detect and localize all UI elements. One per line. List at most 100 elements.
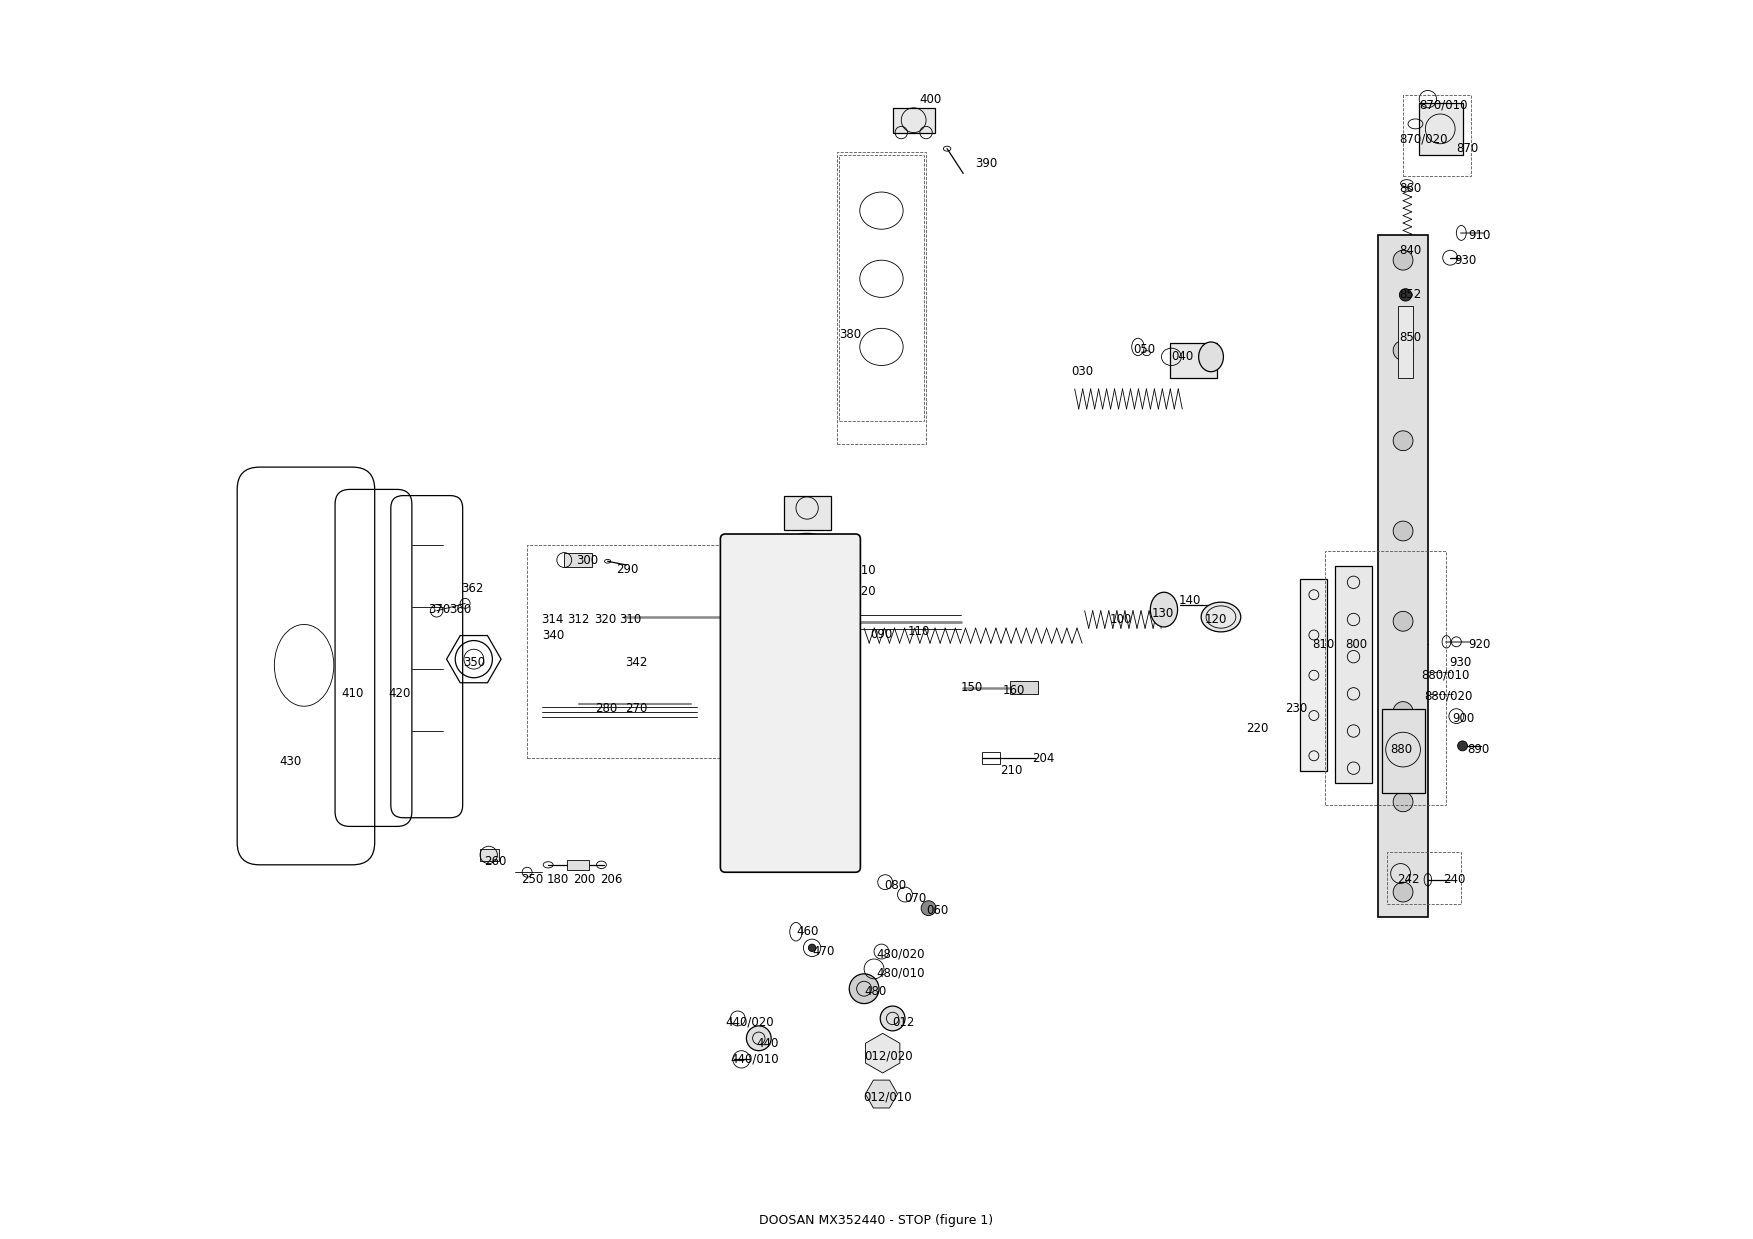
Bar xyxy=(836,152,926,444)
Text: 880: 880 xyxy=(1390,743,1413,756)
Text: 360: 360 xyxy=(449,603,472,616)
Text: 022: 022 xyxy=(752,554,775,566)
Circle shape xyxy=(848,974,878,1004)
Circle shape xyxy=(1394,250,1413,270)
Text: 250: 250 xyxy=(521,873,543,886)
Text: 310: 310 xyxy=(619,613,642,626)
Text: 870/020: 870/020 xyxy=(1399,133,1448,145)
Text: 030: 030 xyxy=(1071,366,1094,378)
Bar xyxy=(1171,343,1217,378)
Text: 012: 012 xyxy=(892,1016,915,1028)
Text: 090: 090 xyxy=(869,628,892,641)
Text: 410: 410 xyxy=(342,688,363,700)
Text: 050: 050 xyxy=(1132,343,1155,356)
Bar xyxy=(480,849,498,861)
Text: 930: 930 xyxy=(1450,657,1471,669)
Bar xyxy=(1010,681,1038,694)
Text: 910: 910 xyxy=(1469,229,1492,242)
Bar xyxy=(1420,103,1462,155)
Text: 110: 110 xyxy=(908,626,929,638)
Bar xyxy=(564,553,591,567)
Circle shape xyxy=(756,753,785,783)
Text: 230: 230 xyxy=(1285,703,1308,715)
Circle shape xyxy=(1394,522,1413,541)
Text: 160: 160 xyxy=(1003,684,1026,696)
Circle shape xyxy=(808,944,815,952)
Text: 380: 380 xyxy=(840,328,861,341)
Text: 300: 300 xyxy=(577,554,600,566)
Bar xyxy=(1399,306,1413,378)
Ellipse shape xyxy=(1199,342,1224,372)
Text: 180: 180 xyxy=(547,873,570,886)
Circle shape xyxy=(1394,431,1413,451)
Bar xyxy=(1301,579,1327,771)
Circle shape xyxy=(756,629,785,659)
Circle shape xyxy=(880,1006,905,1031)
Text: 870: 870 xyxy=(1457,142,1478,155)
Text: 430: 430 xyxy=(279,756,302,768)
Text: 480: 480 xyxy=(864,985,887,997)
Circle shape xyxy=(920,901,936,916)
Text: 012/010: 012/010 xyxy=(862,1090,912,1103)
Text: 440/010: 440/010 xyxy=(731,1053,778,1066)
Text: 130: 130 xyxy=(1152,607,1175,620)
Bar xyxy=(1387,852,1462,904)
Text: 470: 470 xyxy=(812,945,834,958)
Bar xyxy=(840,155,924,421)
Text: 440/020: 440/020 xyxy=(726,1016,775,1028)
Text: 480/020: 480/020 xyxy=(876,948,926,960)
Text: 890: 890 xyxy=(1467,743,1490,756)
Text: 850: 850 xyxy=(1399,331,1422,343)
Circle shape xyxy=(1399,289,1411,301)
Text: 240: 240 xyxy=(1443,873,1466,886)
Text: 852: 852 xyxy=(1399,289,1422,301)
Text: 120: 120 xyxy=(1204,613,1227,626)
Text: 100: 100 xyxy=(1110,613,1132,626)
Text: 012/020: 012/020 xyxy=(864,1049,913,1062)
Circle shape xyxy=(756,691,785,721)
Text: 342: 342 xyxy=(626,657,647,669)
Text: 860: 860 xyxy=(1399,182,1422,195)
Text: 400: 400 xyxy=(920,93,941,105)
Text: 290: 290 xyxy=(617,564,638,576)
Text: 140: 140 xyxy=(1178,595,1201,607)
Text: 810: 810 xyxy=(1313,638,1334,650)
Text: DOOSAN MX352440 - STOP (figure 1): DOOSAN MX352440 - STOP (figure 1) xyxy=(759,1214,994,1227)
Bar xyxy=(1381,709,1425,793)
Text: 022/010: 022/010 xyxy=(827,564,875,576)
Polygon shape xyxy=(866,1033,899,1073)
Text: 320: 320 xyxy=(594,613,617,626)
Text: 150: 150 xyxy=(961,681,983,694)
Text: 340: 340 xyxy=(542,629,564,642)
Bar xyxy=(1325,551,1446,805)
Text: 460: 460 xyxy=(796,926,819,938)
Circle shape xyxy=(1394,882,1413,902)
Circle shape xyxy=(1394,341,1413,361)
Text: 930: 930 xyxy=(1453,254,1476,266)
Text: 242: 242 xyxy=(1397,873,1420,886)
Bar xyxy=(528,545,747,758)
Text: 480/010: 480/010 xyxy=(876,966,926,979)
FancyBboxPatch shape xyxy=(720,534,861,872)
Bar xyxy=(566,860,589,870)
Text: 220: 220 xyxy=(1246,722,1267,735)
Text: 010: 010 xyxy=(756,735,778,747)
Polygon shape xyxy=(866,1080,898,1108)
Circle shape xyxy=(1394,792,1413,812)
Text: 200: 200 xyxy=(573,873,596,886)
Text: 022/020: 022/020 xyxy=(827,585,875,597)
Bar xyxy=(784,496,831,530)
Text: 362: 362 xyxy=(461,582,484,595)
Bar xyxy=(982,752,1001,764)
Text: 314: 314 xyxy=(540,613,563,626)
Bar xyxy=(1378,235,1429,917)
Bar xyxy=(1336,566,1373,783)
Text: 070: 070 xyxy=(905,892,926,904)
Text: 210: 210 xyxy=(1001,764,1022,777)
Circle shape xyxy=(796,694,820,719)
Text: 880/010: 880/010 xyxy=(1422,669,1471,681)
Text: 060: 060 xyxy=(926,904,948,917)
Ellipse shape xyxy=(1201,602,1241,632)
Text: 920: 920 xyxy=(1469,638,1492,650)
Text: 420: 420 xyxy=(389,688,410,700)
